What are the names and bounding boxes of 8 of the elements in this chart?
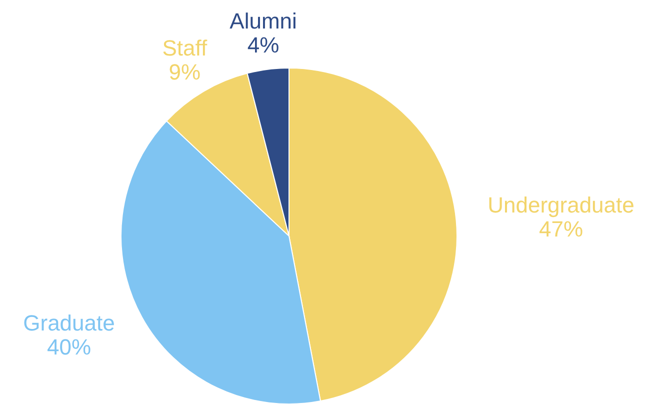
data-label: 4%	[247, 32, 280, 58]
slice-label: Undergraduate	[488, 192, 634, 218]
data-label: 47%	[538, 216, 584, 242]
slice-label: Staff	[162, 36, 208, 61]
data-label: 40%	[46, 334, 92, 360]
data-label: 9%	[168, 60, 201, 85]
slice-label: Graduate	[23, 310, 115, 336]
slice-label: Alumni	[230, 8, 297, 34]
